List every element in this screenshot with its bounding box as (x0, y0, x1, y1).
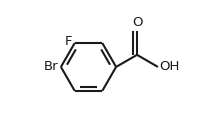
Text: OH: OH (160, 60, 180, 73)
Text: F: F (65, 35, 72, 48)
Text: O: O (132, 16, 142, 29)
Text: Br: Br (44, 60, 59, 73)
